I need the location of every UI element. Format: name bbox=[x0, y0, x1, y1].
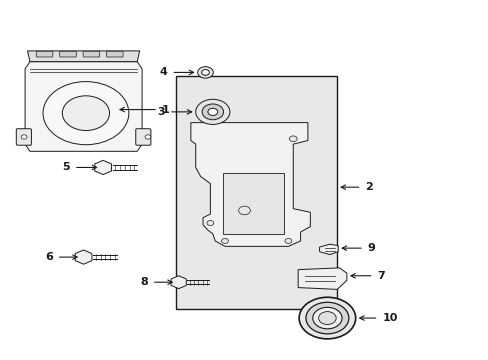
Circle shape bbox=[195, 99, 229, 125]
Circle shape bbox=[43, 82, 128, 145]
FancyBboxPatch shape bbox=[136, 129, 151, 145]
Text: 8: 8 bbox=[140, 277, 148, 287]
Text: 2: 2 bbox=[365, 182, 372, 192]
Polygon shape bbox=[75, 250, 92, 264]
Text: 3: 3 bbox=[157, 107, 164, 117]
Circle shape bbox=[221, 238, 228, 243]
Polygon shape bbox=[298, 268, 346, 289]
Circle shape bbox=[62, 96, 109, 131]
Bar bbox=[176, 76, 336, 309]
Circle shape bbox=[207, 108, 217, 116]
Text: 7: 7 bbox=[377, 271, 385, 281]
Circle shape bbox=[202, 104, 223, 120]
FancyBboxPatch shape bbox=[83, 51, 100, 57]
Circle shape bbox=[238, 206, 250, 215]
Bar bbox=[222, 173, 283, 234]
Circle shape bbox=[312, 307, 341, 329]
Circle shape bbox=[206, 221, 213, 226]
Circle shape bbox=[201, 69, 209, 75]
Circle shape bbox=[299, 297, 355, 339]
Text: 10: 10 bbox=[382, 313, 397, 323]
FancyBboxPatch shape bbox=[36, 51, 53, 57]
Text: 1: 1 bbox=[162, 104, 169, 114]
Circle shape bbox=[289, 136, 297, 141]
FancyBboxPatch shape bbox=[106, 51, 123, 57]
Circle shape bbox=[21, 135, 27, 139]
Circle shape bbox=[145, 135, 151, 139]
Polygon shape bbox=[25, 62, 142, 151]
Text: 4: 4 bbox=[159, 67, 167, 77]
Text: 6: 6 bbox=[45, 252, 53, 262]
Text: 5: 5 bbox=[62, 162, 70, 172]
Polygon shape bbox=[190, 123, 310, 246]
Circle shape bbox=[285, 238, 291, 243]
Polygon shape bbox=[319, 244, 337, 255]
Polygon shape bbox=[95, 160, 111, 175]
Circle shape bbox=[318, 312, 335, 324]
Circle shape bbox=[197, 67, 213, 78]
Polygon shape bbox=[171, 276, 186, 289]
FancyBboxPatch shape bbox=[16, 129, 31, 145]
Text: 9: 9 bbox=[367, 243, 375, 253]
Circle shape bbox=[305, 302, 348, 334]
FancyBboxPatch shape bbox=[60, 51, 76, 57]
Polygon shape bbox=[27, 51, 140, 62]
